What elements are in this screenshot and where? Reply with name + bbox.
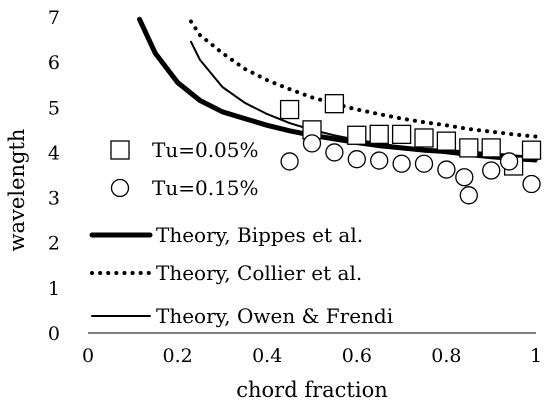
y-tick-label: 3 [48,188,60,210]
x-tick-label: 1 [530,345,542,367]
circle-marker-1 [392,154,411,173]
circle-marker-1 [482,161,501,180]
legend-item-4: Theory, Owen & Frendi [91,304,393,328]
legend-item-2: Theory, Bippes et al. [89,223,363,247]
circle-marker-1 [302,134,322,153]
legend-label: Theory, Owen & Frendi [156,304,393,328]
circle-marker-1 [280,152,299,171]
square-marker-0 [459,138,479,158]
circle-marker-1 [325,143,344,162]
circle-marker-1 [414,154,434,173]
circle-marker-1 [459,186,478,205]
legend-label: Tu=0.05% [152,138,259,162]
square-marker-0 [436,131,457,151]
square-marker-0 [324,94,345,114]
x-tick-label: 0.2 [162,345,192,367]
y-tick-label: 4 [48,142,60,164]
circle-marker-1 [370,151,389,170]
circle-marker-1 [522,174,541,194]
x-axis-title: chord fraction [236,378,388,402]
x-tick-label: 0.4 [252,345,282,367]
legend-item-0: Tu=0.05% [110,138,259,162]
y-axis-title: wavelength [5,129,29,252]
legend-label: Theory, Collier et al. [156,261,362,285]
plot-area [137,16,542,205]
square-marker-0 [414,128,434,148]
legend-label: Tu=0.15% [152,176,259,200]
series-line-3 [189,19,538,139]
y-tick-labels: 0 1 2 3 4 5 6 7 [48,7,60,345]
x-tick-label: 0.8 [431,345,461,367]
x-tick-label: 0 [82,345,94,367]
square-marker-0 [481,138,501,158]
legend: Tu=0.05% Tu=0.15% Theory, Bippes et al. The… [89,138,393,328]
y-tick-label: 7 [48,7,60,29]
legend-square-symbol [110,140,130,160]
legend-item-3: Theory, Collier et al. [90,261,362,285]
circle-marker-1 [499,152,519,171]
y-tick-label: 5 [48,97,60,119]
legend-circle-symbol [110,178,130,198]
axes: 0 0.2 0.4 0.6 0.8 1 0 1 2 3 4 5 6 7 chord fraction w… [5,7,542,402]
square-marker-0 [369,124,389,145]
square-marker-0 [279,99,300,120]
y-tick-label: 1 [48,278,60,300]
x-tick-label: 0.6 [342,345,372,367]
x-tick-labels: 0 0.2 0.4 0.6 0.8 1 [82,345,542,367]
legend-item-1: Tu=0.15% [110,176,259,200]
circle-marker-1 [347,150,366,169]
circle-marker-1 [455,168,474,187]
square-marker-0 [391,124,412,145]
square-marker-0 [521,140,542,160]
y-tick-label: 0 [48,323,60,345]
y-tick-label: 6 [48,52,60,74]
legend-label: Theory, Bippes et al. [156,223,363,247]
circle-marker-1 [437,160,456,179]
square-marker-0 [347,125,367,145]
y-tick-label: 2 [48,233,60,255]
